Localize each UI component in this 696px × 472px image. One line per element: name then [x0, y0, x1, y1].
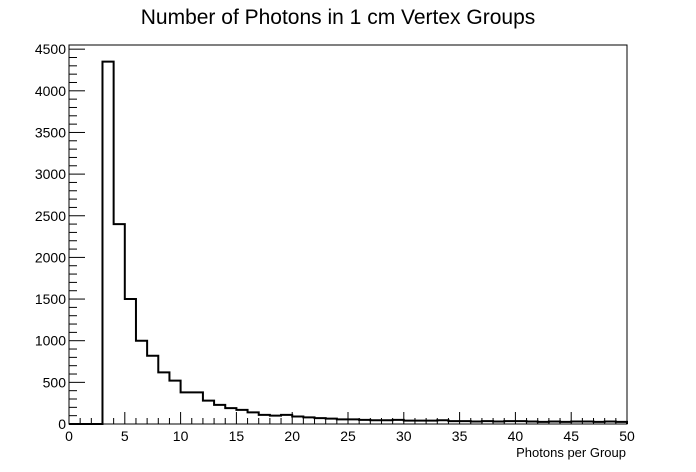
y-tick-label: 2500 — [35, 208, 66, 224]
y-tick-label: 1000 — [35, 333, 66, 349]
y-tick-label: 3000 — [35, 166, 66, 182]
y-tick-label: 0 — [58, 416, 66, 432]
y-tick-label: 500 — [43, 374, 67, 390]
x-tick-label: 40 — [508, 428, 524, 444]
y-tick-label: 4000 — [35, 83, 66, 99]
x-tick-label: 15 — [229, 428, 245, 444]
histogram-series-line — [69, 60, 628, 425]
x-tick-label: 35 — [452, 428, 468, 444]
plot-frame — [68, 44, 628, 425]
y-tick-label: 4500 — [35, 41, 66, 57]
x-tick-label: 50 — [619, 428, 635, 444]
chart-title: Number of Photons in 1 cm Vertex Groups — [140, 6, 536, 29]
x-tick-label: 5 — [121, 428, 129, 444]
x-tick-label: 10 — [173, 428, 189, 444]
x-tick-label: 25 — [340, 428, 356, 444]
y-tick-label: 3500 — [35, 124, 66, 140]
y-tick-label: 1500 — [35, 291, 66, 307]
x-axis-title: Photons per Group — [516, 445, 626, 460]
y-tick-label: 2000 — [35, 249, 66, 265]
x-tick-label: 30 — [396, 428, 412, 444]
x-tick-label: 20 — [284, 428, 300, 444]
x-tick-label: 0 — [65, 428, 73, 444]
x-tick-label: 45 — [563, 428, 579, 444]
